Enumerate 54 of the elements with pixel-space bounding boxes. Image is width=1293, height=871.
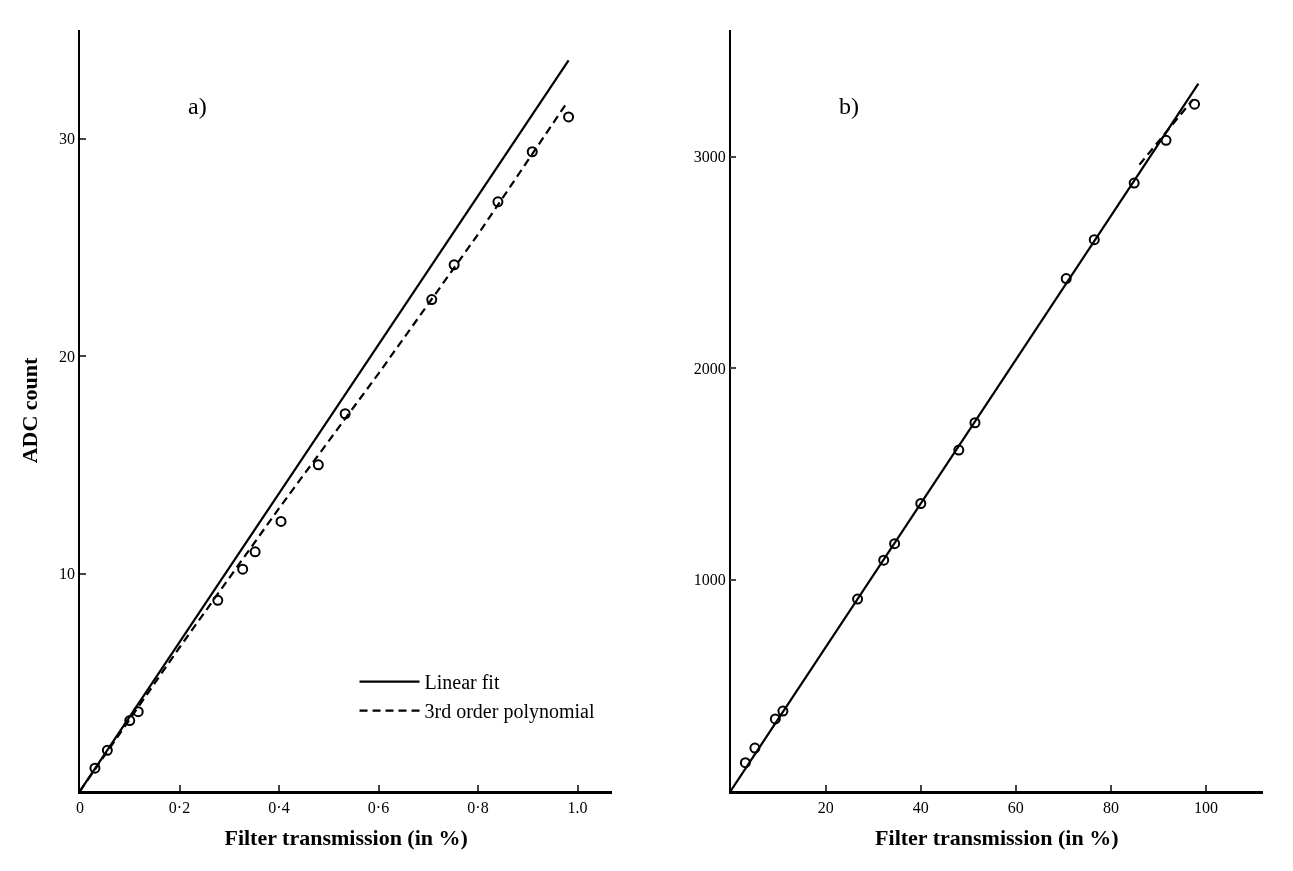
x-axis-title: Filter transmission (in %) (224, 824, 468, 850)
x-axis-title: Filter transmission (in %) (875, 824, 1119, 850)
x-tick-label: 1.0 (567, 798, 588, 816)
y-tick-label: 30 (59, 130, 76, 148)
point (1060, 273, 1072, 285)
annotation: b) (839, 93, 859, 119)
y-axis-title: ADC count (17, 356, 43, 464)
point (878, 554, 890, 566)
point (852, 593, 864, 605)
point (89, 762, 101, 774)
x-tick-label: 0 (76, 798, 84, 816)
point (953, 444, 965, 456)
legend-label: 3rd order polynomial (424, 700, 595, 724)
point (563, 111, 575, 123)
point (426, 294, 438, 306)
point (777, 705, 789, 717)
point (448, 259, 460, 271)
point (237, 563, 249, 575)
x-tick-label: 0·2 (168, 798, 191, 816)
point (1160, 134, 1172, 146)
point (212, 594, 224, 606)
point (969, 417, 981, 429)
annotation: a) (188, 93, 207, 119)
y-tick-label: 10 (59, 565, 76, 583)
point (312, 459, 324, 471)
point (101, 744, 113, 756)
point (526, 146, 538, 158)
point (1189, 98, 1201, 110)
x-tick-label: 0·6 (367, 798, 390, 816)
x-tick-label: 80 (1102, 798, 1119, 816)
point (339, 408, 351, 420)
point (1128, 177, 1140, 189)
point (124, 715, 136, 727)
y-tick-label: 3000 (693, 148, 726, 166)
point (915, 498, 927, 510)
point (739, 757, 751, 769)
point (492, 196, 504, 208)
x-tick-label: 40 (912, 798, 929, 816)
x-tick-label: 100 (1193, 798, 1218, 816)
y-tick-label: 2000 (693, 359, 726, 377)
x-tick-label: 0·4 (268, 798, 290, 816)
point (889, 538, 901, 550)
point (275, 515, 287, 527)
point (249, 546, 261, 558)
point (749, 742, 761, 754)
x-tick-label: 20 (817, 798, 834, 816)
point (769, 713, 781, 725)
y-tick-label: 1000 (693, 571, 726, 589)
y-tick-label: 20 (59, 347, 76, 365)
point (1088, 234, 1100, 246)
x-tick-label: 0·8 (467, 798, 489, 816)
x-tick-label: 60 (1007, 798, 1024, 816)
legend-label: Linear fit (424, 671, 500, 694)
point (132, 706, 144, 718)
